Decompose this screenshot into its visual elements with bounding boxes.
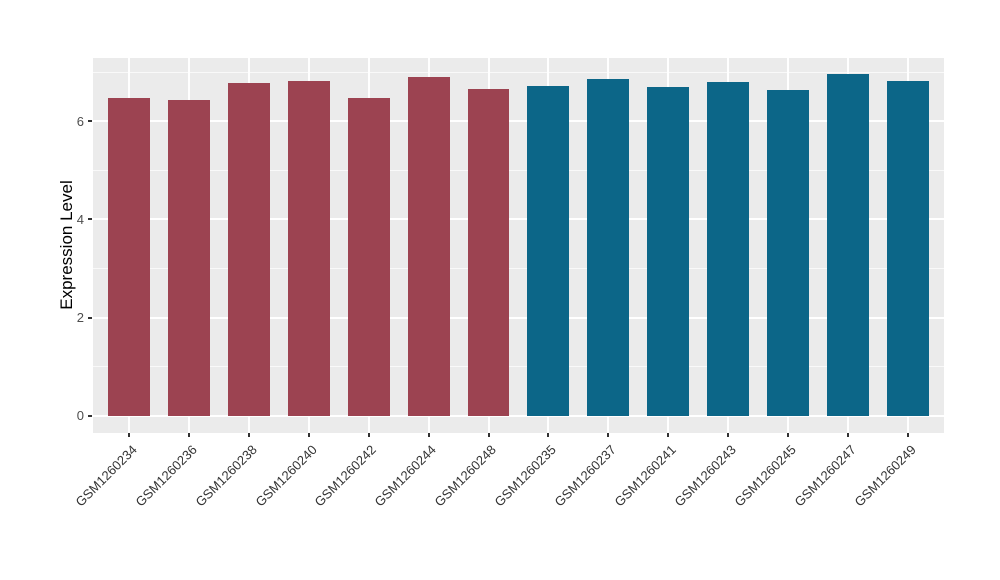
y-tick-mark	[88, 120, 92, 123]
bar-GSM1260248	[467, 88, 510, 416]
plot-panel	[93, 58, 944, 433]
x-tick-mark	[127, 433, 130, 437]
major-gridline	[93, 414, 944, 417]
x-tick-mark	[847, 433, 850, 437]
x-tick-mark	[487, 433, 490, 437]
x-tick-mark	[547, 433, 550, 437]
bar-GSM1260241	[647, 87, 690, 416]
x-tick-mark	[187, 433, 190, 437]
x-tick-mark	[427, 433, 430, 437]
bar-GSM1260237	[587, 79, 630, 416]
x-tick-label-text: GSM1260249	[851, 442, 919, 510]
bar-GSM1260235	[527, 86, 570, 416]
y-tick-mark	[88, 414, 92, 417]
x-tick-mark	[307, 433, 310, 437]
bar-GSM1260245	[767, 90, 810, 416]
x-tick-mark	[667, 433, 670, 437]
y-tick-mark	[88, 316, 92, 319]
x-tick-mark	[367, 433, 370, 437]
bar-GSM1260243	[707, 82, 750, 416]
bar-GSM1260240	[287, 80, 330, 416]
y-axis-title: Expression Level	[57, 180, 76, 310]
x-tick-mark	[247, 433, 250, 437]
bar-GSM1260238	[227, 82, 270, 416]
y-tick-label: 6	[76, 113, 84, 129]
bar-GSM1260244	[407, 77, 450, 416]
x-tick-mark	[727, 433, 730, 437]
x-tick-mark	[907, 433, 910, 437]
bar-GSM1260249	[887, 81, 929, 416]
y-tick-label: 2	[76, 310, 84, 326]
major-gridline	[93, 316, 944, 319]
minor-gridline	[93, 268, 944, 270]
bar-GSM1260242	[347, 97, 390, 416]
x-tick-mark	[607, 433, 610, 437]
major-gridline	[93, 218, 944, 221]
minor-gridline	[93, 71, 944, 73]
x-tick-label: GSM1260249	[688, 442, 918, 509]
y-tick-mark	[88, 218, 92, 221]
minor-gridline	[93, 169, 944, 171]
bar-GSM1260234	[107, 97, 150, 416]
major-gridline	[93, 120, 944, 123]
bar-GSM1260236	[167, 100, 210, 416]
minor-gridline	[93, 366, 944, 368]
y-tick-label: 0	[76, 408, 84, 424]
bar-GSM1260247	[827, 74, 870, 416]
x-tick-mark	[787, 433, 790, 437]
y-tick-label: 4	[76, 211, 84, 227]
